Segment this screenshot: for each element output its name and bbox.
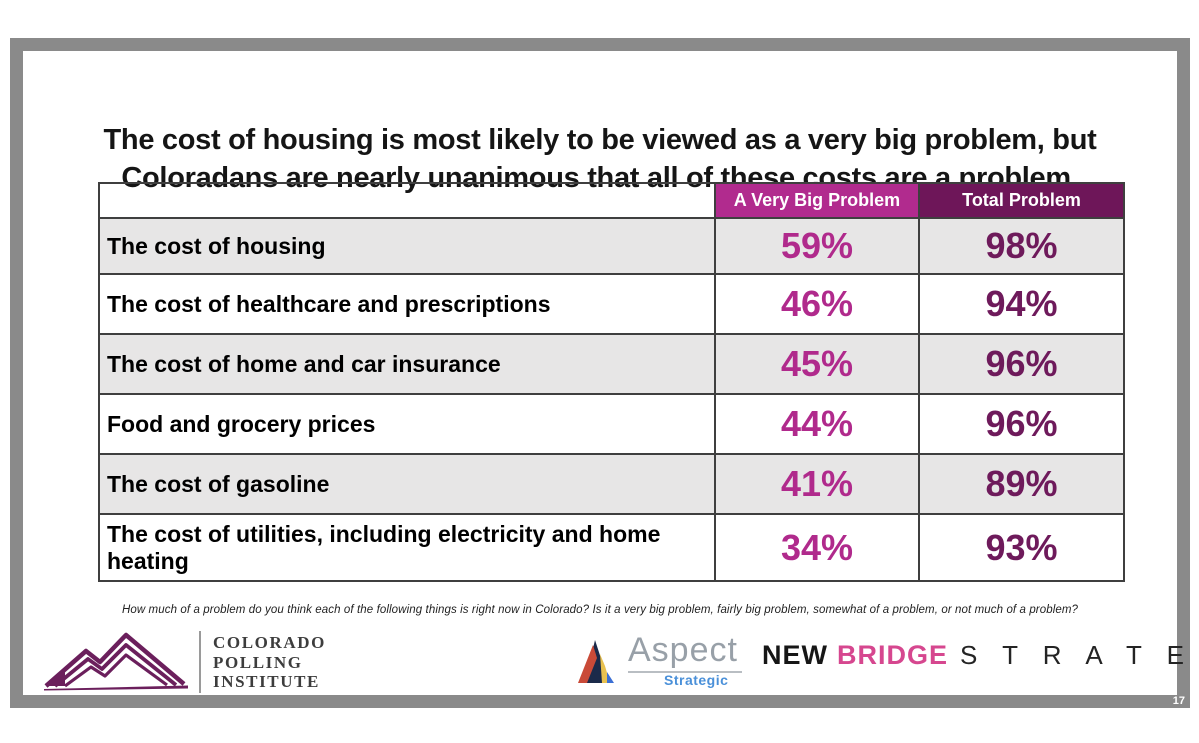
aspect-strategic-logo: Aspect Strategic — [576, 631, 766, 694]
column-header-total-problem: Total Problem — [918, 182, 1125, 219]
table-row: The cost of housing 59% 98% — [98, 217, 1125, 275]
aspect-arrow-icon — [578, 640, 614, 683]
footer-logos: COLORADO POLLING INSTITUTE Aspect Strate… — [10, 626, 1199, 696]
slide-title: The cost of housing is most likely to be… — [68, 121, 1132, 197]
cpi-wordmark-line3: INSTITUTE — [213, 672, 320, 691]
aspect-strategic-label: Strategic — [664, 672, 729, 688]
value-gasoline-very-big: 41% — [714, 453, 920, 515]
newbridge-word-bridge: BRIDGE — [837, 640, 949, 670]
slide-title-line1: The cost of housing is most likely to be… — [103, 124, 1097, 156]
colorado-polling-institute-mountain-logo — [44, 632, 188, 691]
row-label-utilities: The cost of utilities, including electri… — [98, 513, 716, 582]
table-row: The cost of healthcare and prescriptions… — [98, 273, 1125, 335]
aspect-wordmark: Aspect — [628, 631, 742, 673]
value-housing-total: 98% — [918, 217, 1125, 275]
cpi-wordmark-line1: COLORADO — [213, 633, 326, 652]
slide-canvas: The cost of housing is most likely to be… — [23, 51, 1199, 695]
value-insurance-very-big: 45% — [714, 333, 920, 395]
logo-divider-line — [199, 631, 201, 693]
value-utilities-very-big: 34% — [714, 513, 920, 582]
newbridge-word-new: NEW — [762, 640, 828, 670]
value-utilities-total: 93% — [918, 513, 1125, 582]
value-healthcare-very-big: 46% — [714, 273, 920, 335]
table-corner-blank — [98, 182, 716, 219]
new-bridge-strategy-logo: NEW BRIDGE S T R A T E G Y — [762, 640, 1199, 671]
table-row: The cost of home and car insurance 45% 9… — [98, 333, 1125, 395]
newbridge-word-strategy: S T R A T E G Y — [960, 640, 1199, 670]
table-row: The cost of gasoline 41% 89% — [98, 453, 1125, 515]
row-label-housing: The cost of housing — [98, 217, 716, 275]
cpi-wordmark-line2: POLLING — [213, 652, 303, 672]
slide-frame: The cost of housing is most likely to be… — [10, 38, 1199, 708]
slide-page-number: 17 — [1172, 695, 1185, 707]
row-label-insurance: The cost of home and car insurance — [98, 333, 716, 395]
table-row: Food and grocery prices 44% 96% — [98, 393, 1125, 455]
colorado-polling-institute-wordmark: COLORADO POLLING INSTITUTE — [213, 633, 326, 692]
value-insurance-total: 96% — [918, 333, 1125, 395]
table-header-row: A Very Big Problem Total Problem — [98, 182, 1125, 219]
survey-question-footnote: How much of a problem do you think each … — [121, 604, 1079, 616]
value-food-very-big: 44% — [714, 393, 920, 455]
column-header-very-big-problem: A Very Big Problem — [714, 182, 920, 219]
row-label-healthcare: The cost of healthcare and prescriptions — [98, 273, 716, 335]
table-row: The cost of utilities, including electri… — [98, 513, 1125, 582]
value-gasoline-total: 89% — [918, 453, 1125, 515]
poll-results-table: A Very Big Problem Total Problem The cos… — [98, 182, 1125, 582]
value-housing-very-big: 59% — [714, 217, 920, 275]
value-food-total: 96% — [918, 393, 1125, 455]
value-healthcare-total: 94% — [918, 273, 1125, 335]
row-label-gasoline: The cost of gasoline — [98, 453, 716, 515]
row-label-food: Food and grocery prices — [98, 393, 716, 455]
